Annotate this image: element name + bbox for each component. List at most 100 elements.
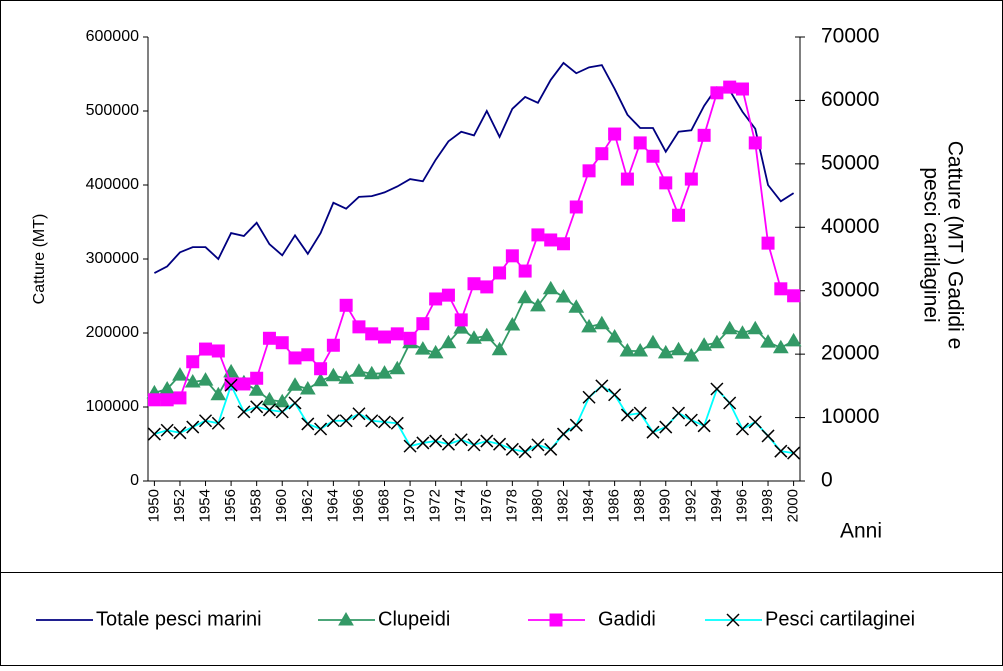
data-point <box>531 438 545 452</box>
data-point <box>747 320 764 335</box>
data-point <box>441 288 455 302</box>
x-tick-label: 1976 <box>478 489 495 522</box>
data-point <box>683 348 700 362</box>
data-point <box>275 336 289 350</box>
data-point <box>454 433 468 447</box>
y2-tick-label: 50000 <box>821 151 879 174</box>
data-point <box>237 377 251 391</box>
data-point <box>735 82 749 96</box>
data-point <box>620 172 634 186</box>
data-point <box>377 415 392 429</box>
data-point <box>429 292 443 306</box>
data-point <box>198 414 213 428</box>
data-point <box>696 337 712 351</box>
data-point <box>556 427 571 441</box>
data-point <box>608 127 622 141</box>
x-tick-label: 1956 <box>222 489 239 522</box>
data-point <box>416 317 430 331</box>
data-point <box>301 348 315 362</box>
data-point <box>493 266 507 280</box>
data-point <box>210 386 227 401</box>
data-point <box>173 426 187 440</box>
data-point <box>262 331 276 345</box>
data-point <box>772 339 789 354</box>
data-point <box>606 329 623 343</box>
data-point <box>250 371 264 385</box>
data-point <box>288 396 302 410</box>
data-point <box>262 403 276 417</box>
x-tick-label: 1996 <box>733 489 750 522</box>
data-point <box>760 334 776 348</box>
data-point <box>326 414 340 428</box>
data-point <box>544 442 558 456</box>
data-point <box>710 382 724 396</box>
data-point <box>440 334 457 349</box>
x-tick-label: 1952 <box>171 489 188 522</box>
data-point <box>620 408 634 422</box>
data-point <box>505 249 519 263</box>
data-point <box>608 388 622 402</box>
y2-tick-label: 10000 <box>821 405 879 428</box>
data-point <box>376 365 393 379</box>
data-point <box>199 342 213 356</box>
data-point <box>582 390 596 404</box>
y-tick-label: 0 <box>130 472 139 489</box>
x-tick-label: 1962 <box>299 489 316 522</box>
legend-label: Gadidi <box>598 608 656 630</box>
legend-marker <box>338 612 354 626</box>
data-point <box>467 438 481 452</box>
data-point <box>723 396 737 410</box>
data-point <box>684 172 698 186</box>
y2-tick-label: 60000 <box>821 88 879 111</box>
x-tick-label: 1978 <box>503 489 520 522</box>
data-point <box>299 381 316 395</box>
x-tick-label: 1968 <box>375 489 392 522</box>
x-tick-label: 1970 <box>401 489 418 522</box>
data-point <box>287 377 303 391</box>
data-point <box>518 264 532 278</box>
legend-marker <box>726 613 740 627</box>
data-point <box>659 420 673 434</box>
x-axis-title: Anni <box>840 520 882 543</box>
data-point <box>352 407 366 421</box>
data-point <box>365 327 379 341</box>
data-point <box>645 334 661 349</box>
data-point <box>467 277 481 291</box>
data-point <box>531 228 545 242</box>
data-point <box>312 372 329 387</box>
x-tick-label: 1980 <box>529 489 546 522</box>
data-point <box>581 318 597 333</box>
y-tick-label: 500000 <box>86 102 139 119</box>
data-point <box>787 446 801 460</box>
data-point <box>403 331 417 345</box>
data-point <box>338 370 355 384</box>
data-point <box>774 282 788 296</box>
data-point <box>173 391 187 405</box>
y-tick-label: 600000 <box>86 28 139 45</box>
data-point <box>211 416 225 430</box>
x-tick-label: 1958 <box>248 489 265 522</box>
y-tick-label: 100000 <box>86 398 139 415</box>
y2-tick-label: 20000 <box>821 342 879 365</box>
y-tick-label: 300000 <box>86 250 139 267</box>
data-point <box>491 341 508 356</box>
data-point <box>427 344 444 359</box>
data-point <box>723 80 737 94</box>
data-point <box>186 420 200 434</box>
data-point <box>403 439 417 453</box>
data-point <box>224 378 238 392</box>
data-point <box>633 136 647 150</box>
data-point <box>416 436 430 450</box>
data-point <box>670 341 687 356</box>
data-point <box>186 355 200 369</box>
data-point <box>542 280 559 295</box>
y-tick-label: 200000 <box>86 324 139 341</box>
data-point <box>555 289 572 303</box>
x-tick-label: 1986 <box>606 489 623 522</box>
data-point <box>288 351 302 365</box>
data-point <box>774 444 788 458</box>
data-point <box>454 313 468 327</box>
data-point <box>785 332 802 347</box>
data-point <box>390 327 404 341</box>
data-point <box>530 297 546 312</box>
